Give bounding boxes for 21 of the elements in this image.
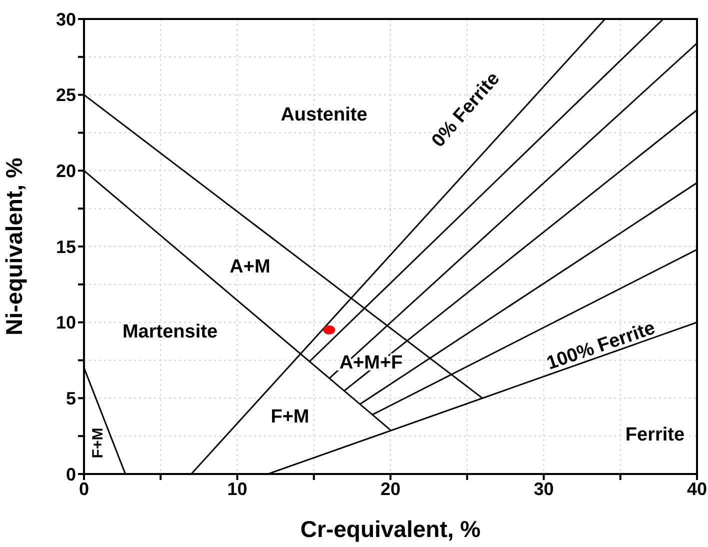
y-tick-label: 0: [66, 464, 76, 484]
annotation: A+M: [230, 256, 270, 278]
y-axis-title: Ni-equivalent, %: [1, 158, 28, 336]
annotation: 100% Ferrite: [544, 318, 658, 374]
y-tick-label: 5: [66, 388, 76, 409]
x-tick-label: 40: [686, 478, 708, 499]
y-tick-label: 10: [56, 312, 76, 333]
y-tick-label: 30: [56, 9, 76, 30]
annotation: F+M: [270, 406, 310, 428]
annotation: Austenite: [280, 104, 368, 126]
y-tick-label: 25: [56, 85, 76, 106]
x-tick-label: 10: [227, 478, 248, 499]
annotation: Ferrite: [625, 424, 685, 446]
y-tick-label: 20: [56, 161, 76, 182]
annotation: Martensite: [122, 322, 218, 342]
x-tick-label: 0: [78, 478, 90, 499]
x-tick-label: 20: [380, 478, 401, 499]
x-axis-title: Cr-equivalent, %: [300, 516, 481, 542]
annotation: F+M: [90, 428, 106, 458]
x-tick-label: 30: [534, 478, 554, 499]
y-tick-label: 15: [56, 236, 76, 257]
